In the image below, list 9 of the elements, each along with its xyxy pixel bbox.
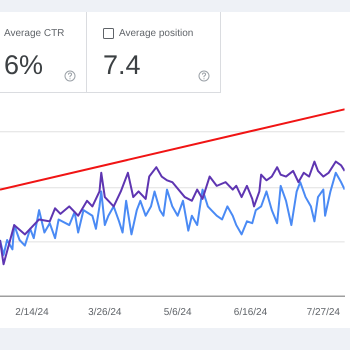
x-tick-label: 2/14/24 xyxy=(15,306,50,318)
text: Average CTR xyxy=(4,28,64,39)
x-tick-label: 5/6/24 xyxy=(164,306,192,318)
text: 6% xyxy=(4,50,44,81)
x-tick-label: 6/16/24 xyxy=(234,306,268,318)
x-tick-label: 3/26/24 xyxy=(88,306,122,318)
x-tick-label: 7/27/24 xyxy=(306,306,340,318)
text: Average position xyxy=(119,28,194,39)
text: 7.4 xyxy=(103,50,141,81)
